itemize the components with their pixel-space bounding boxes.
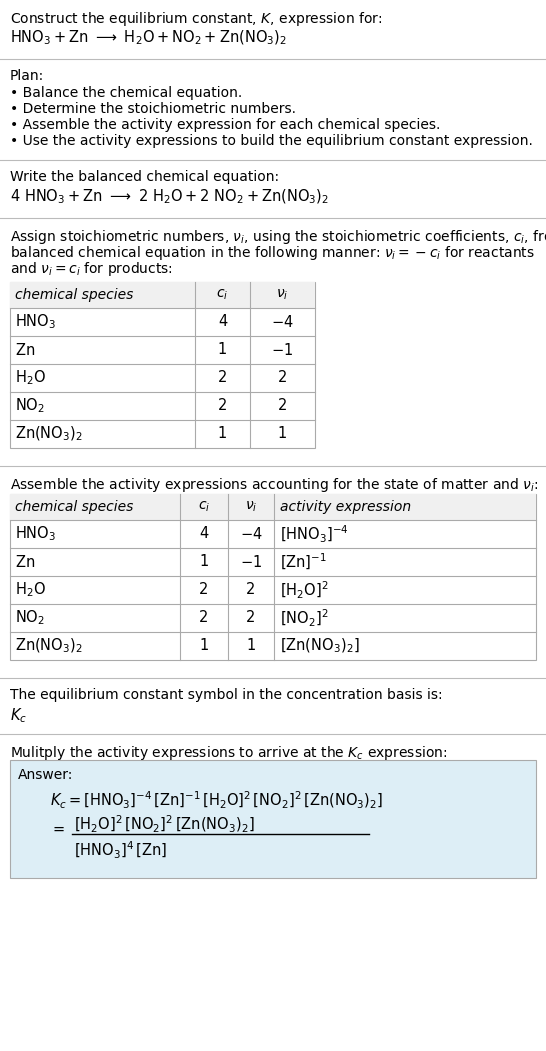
Text: $\mathrm{NO_2}$: $\mathrm{NO_2}$ [15,609,45,627]
Text: 2: 2 [278,371,287,386]
Text: $[\mathrm{HNO_3}]^{4}\, [\mathrm{Zn}]$: $[\mathrm{HNO_3}]^{4}\, [\mathrm{Zn}]$ [74,840,167,861]
Text: Construct the equilibrium constant, $K$, expression for:: Construct the equilibrium constant, $K$,… [10,11,383,28]
Text: $\mathrm{Zn(NO_3)_2}$: $\mathrm{Zn(NO_3)_2}$ [15,425,83,444]
Text: $\nu_i$: $\nu_i$ [276,288,289,303]
Text: balanced chemical equation in the following manner: $\nu_i = -c_i$ for reactants: balanced chemical equation in the follow… [10,244,535,262]
Text: Assign stoichiometric numbers, $\nu_i$, using the stoichiometric coefficients, $: Assign stoichiometric numbers, $\nu_i$, … [10,228,546,246]
Text: $=$: $=$ [50,821,66,836]
Text: 1: 1 [199,639,209,654]
Text: and $\nu_i = c_i$ for products:: and $\nu_i = c_i$ for products: [10,260,173,279]
Text: $-1$: $-1$ [271,342,294,358]
Text: $\nu_i$: $\nu_i$ [245,500,257,514]
Text: $K_c = [\mathrm{HNO_3}]^{-4}\, [\mathrm{Zn}]^{-1}\, [\mathrm{H_2O}]^{2}\, [\math: $K_c = [\mathrm{HNO_3}]^{-4}\, [\mathrm{… [50,790,383,811]
Text: $[\mathrm{H_2O}]^{2}\, [\mathrm{NO_2}]^{2}\, [\mathrm{Zn(NO_3)_2}]$: $[\mathrm{H_2O}]^{2}\, [\mathrm{NO_2}]^{… [74,815,254,836]
Text: chemical species: chemical species [15,288,133,302]
Text: 2: 2 [246,582,256,598]
Text: $-1$: $-1$ [240,554,262,570]
Text: $\mathrm{NO_2}$: $\mathrm{NO_2}$ [15,396,45,415]
Text: Assemble the activity expressions accounting for the state of matter and $\nu_i$: Assemble the activity expressions accoun… [10,476,538,494]
Text: 2: 2 [278,398,287,413]
Text: • Use the activity expressions to build the equilibrium constant expression.: • Use the activity expressions to build … [10,133,533,148]
Bar [10,760,536,878]
Text: $[\mathrm{NO_2}]^{2}$: $[\mathrm{NO_2}]^{2}$ [280,607,329,628]
Text: 1: 1 [218,343,227,357]
Text: $-4$: $-4$ [240,526,262,542]
Text: $[\mathrm{H_2O}]^{2}$: $[\mathrm{H_2O}]^{2}$ [280,579,329,600]
Bar [10,494,536,660]
Text: $K_c$: $K_c$ [10,706,27,725]
Text: 2: 2 [218,371,227,386]
Text: $\mathrm{H_2O}$: $\mathrm{H_2O}$ [15,580,46,599]
Text: 1: 1 [278,427,287,441]
Text: $[\mathrm{Zn}]^{-1}$: $[\mathrm{Zn}]^{-1}$ [280,552,327,572]
Text: • Assemble the activity expression for each chemical species.: • Assemble the activity expression for e… [10,118,441,132]
Text: 4: 4 [199,527,209,541]
Bar [10,282,315,308]
Text: 2: 2 [199,582,209,598]
Text: 1: 1 [246,639,256,654]
Text: chemical species: chemical species [15,500,133,514]
Text: 2: 2 [246,611,256,625]
Text: • Balance the chemical equation.: • Balance the chemical equation. [10,86,242,100]
Bar [10,282,315,448]
Text: 1: 1 [218,427,227,441]
Text: Write the balanced chemical equation:: Write the balanced chemical equation: [10,170,279,184]
Text: $\mathrm{Zn}$: $\mathrm{Zn}$ [15,342,35,358]
Bar [10,494,536,520]
Text: 1: 1 [199,555,209,570]
Text: 2: 2 [199,611,209,625]
Text: activity expression: activity expression [280,500,411,514]
Text: Plan:: Plan: [10,69,44,83]
Text: Mulitply the activity expressions to arrive at the $K_c$ expression:: Mulitply the activity expressions to arr… [10,744,447,762]
Text: $\mathrm{4\ HNO_3 + Zn\ \longrightarrow\ 2\ H_2O + 2\ NO_2 + Zn(NO_3)_2}$: $\mathrm{4\ HNO_3 + Zn\ \longrightarrow\… [10,188,329,206]
Text: $-4$: $-4$ [271,314,294,330]
Text: $\mathrm{HNO_3}$: $\mathrm{HNO_3}$ [15,312,56,331]
Text: $\mathrm{HNO_3 + Zn\ \longrightarrow\ H_2O + NO_2 + Zn(NO_3)_2}$: $\mathrm{HNO_3 + Zn\ \longrightarrow\ H_… [10,29,287,47]
Text: $c_i$: $c_i$ [198,500,210,514]
Text: Answer:: Answer: [18,768,73,782]
Text: $\mathrm{HNO_3}$: $\mathrm{HNO_3}$ [15,524,56,543]
Text: 4: 4 [218,314,227,330]
Text: 2: 2 [218,398,227,413]
Text: $c_i$: $c_i$ [216,288,229,303]
Text: $\mathrm{Zn(NO_3)_2}$: $\mathrm{Zn(NO_3)_2}$ [15,637,83,655]
Text: The equilibrium constant symbol in the concentration basis is:: The equilibrium constant symbol in the c… [10,688,443,702]
Text: $\mathrm{H_2O}$: $\mathrm{H_2O}$ [15,369,46,388]
Text: $[\mathrm{Zn(NO_3)_2}]$: $[\mathrm{Zn(NO_3)_2}]$ [280,637,360,655]
Text: $[\mathrm{HNO_3}]^{-4}$: $[\mathrm{HNO_3}]^{-4}$ [280,523,349,544]
Text: $\mathrm{Zn}$: $\mathrm{Zn}$ [15,554,35,570]
Text: • Determine the stoichiometric numbers.: • Determine the stoichiometric numbers. [10,102,296,116]
